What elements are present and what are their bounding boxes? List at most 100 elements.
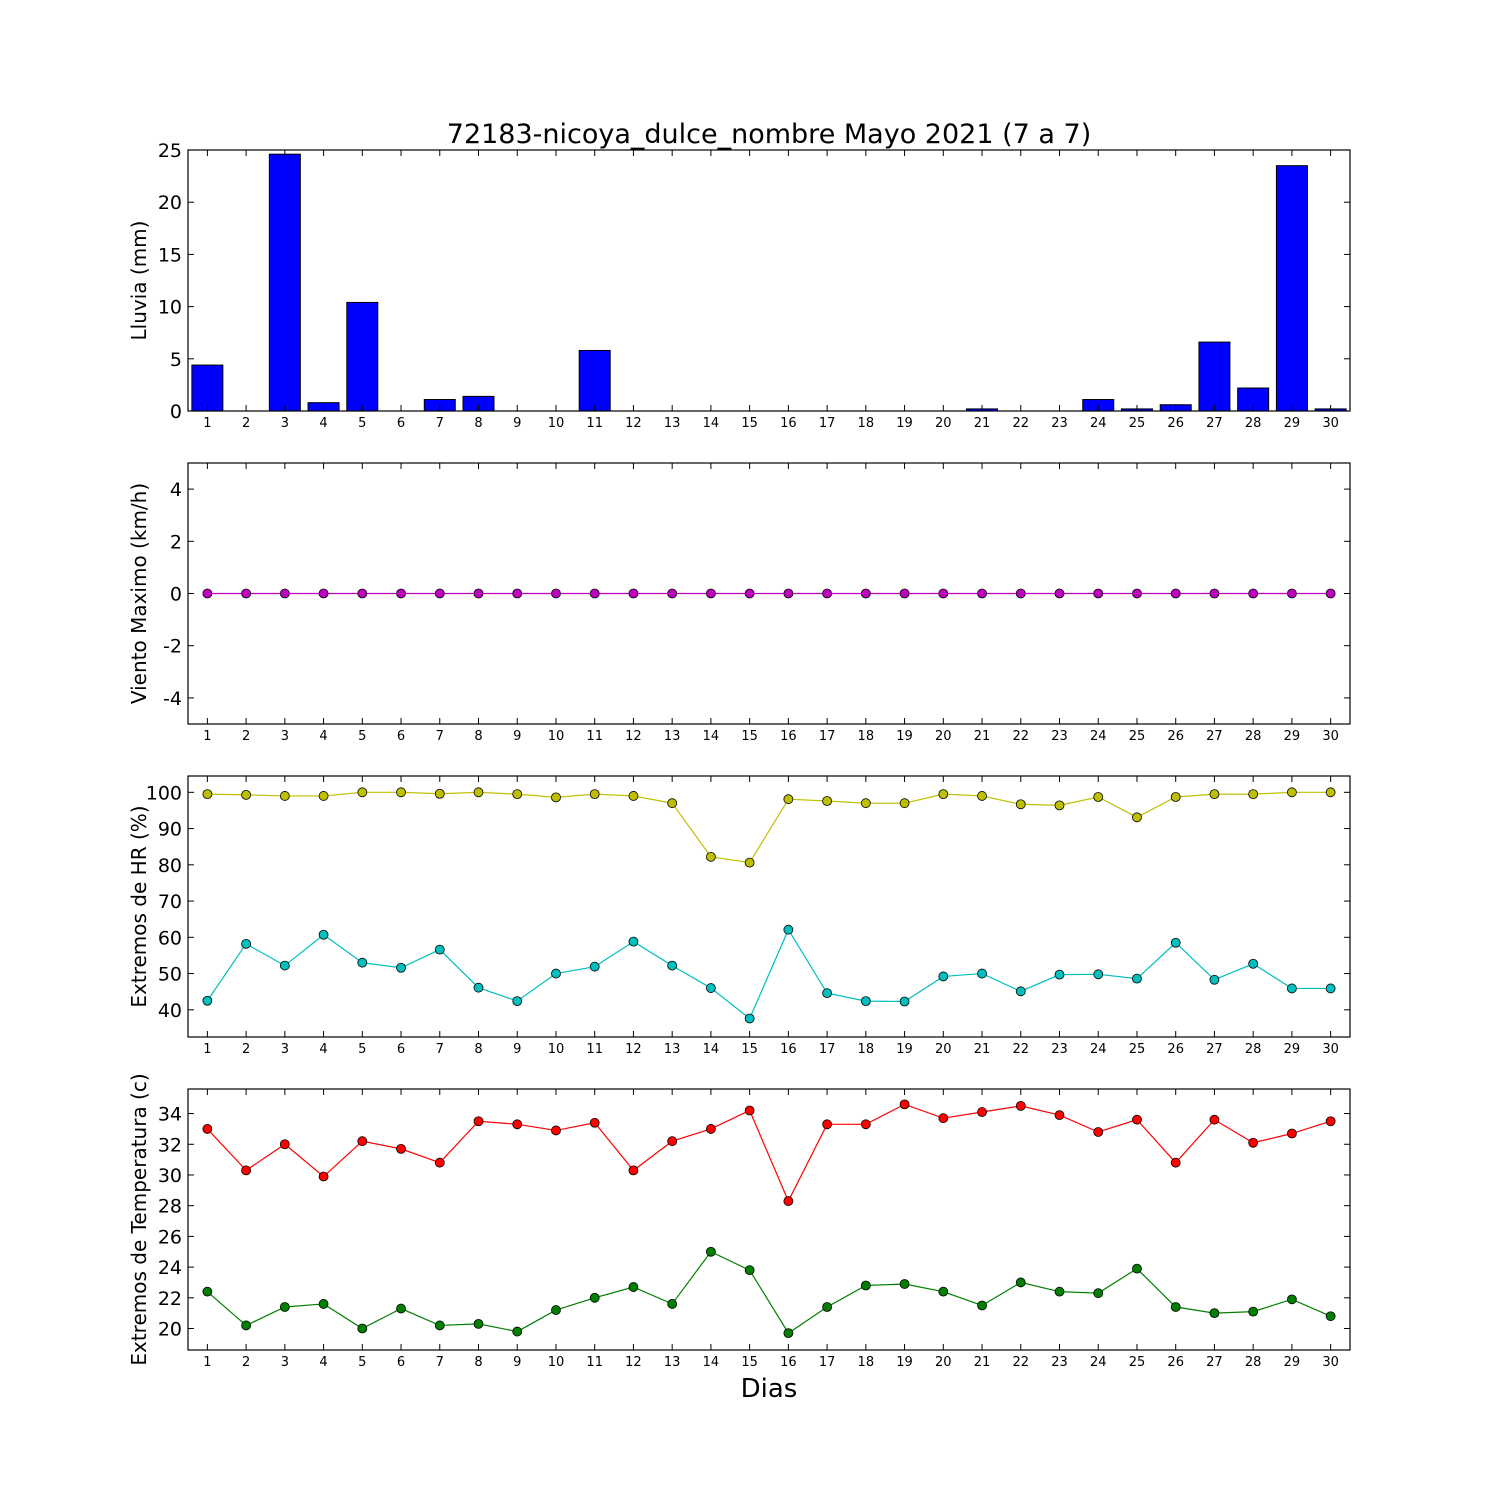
point-s2-day-1 bbox=[202, 1286, 213, 1297]
plot-frame bbox=[187, 1088, 1351, 1351]
x-tick-label: 17 bbox=[819, 1042, 836, 1057]
bar-day-11 bbox=[578, 349, 611, 412]
point-s1-day-9 bbox=[512, 1119, 523, 1130]
x-tick-label: 17 bbox=[819, 416, 836, 431]
x-tick-label: 1 bbox=[203, 416, 211, 431]
point-s1-day-28 bbox=[1248, 588, 1259, 599]
point-s2-day-8 bbox=[473, 1319, 484, 1329]
point-s1-day-21 bbox=[977, 588, 987, 599]
point-s2-day-3 bbox=[279, 960, 290, 971]
point-s1-day-12 bbox=[628, 1165, 639, 1176]
x-tick-label: 25 bbox=[1129, 1042, 1146, 1057]
point-s1-day-9 bbox=[512, 588, 523, 599]
x-tick-label: 21 bbox=[974, 729, 991, 744]
x-tick-label: 23 bbox=[1051, 1355, 1068, 1370]
point-s1-day-27 bbox=[1209, 789, 1220, 800]
point-s1-day-16 bbox=[783, 588, 794, 599]
x-tick-label: 11 bbox=[586, 729, 603, 744]
point-s1-day-17 bbox=[822, 588, 832, 599]
point-s1-day-30 bbox=[1325, 588, 1336, 599]
point-s1-day-25 bbox=[1132, 588, 1142, 599]
point-s1-day-29 bbox=[1287, 588, 1297, 599]
x-tick-label: 15 bbox=[741, 1042, 758, 1057]
y-tick-label: 34 bbox=[158, 1104, 182, 1126]
x-tick-label: 4 bbox=[319, 729, 327, 744]
point-s2-day-14 bbox=[706, 1246, 716, 1257]
y-tick-label: 4 bbox=[170, 479, 182, 501]
x-tick-label: 8 bbox=[474, 729, 482, 744]
point-s1-day-30 bbox=[1325, 1116, 1336, 1127]
x-tick-label: 10 bbox=[548, 416, 565, 431]
point-s1-day-20 bbox=[938, 789, 949, 800]
x-tick-label: 18 bbox=[858, 416, 875, 431]
point-s2-day-7 bbox=[434, 1320, 445, 1331]
point-s1-day-13 bbox=[667, 1136, 678, 1147]
y-tick-label: 32 bbox=[158, 1134, 182, 1156]
x-tick-label: 6 bbox=[397, 1042, 405, 1057]
point-s1-day-6 bbox=[396, 588, 406, 599]
x-tick-label: 9 bbox=[513, 729, 521, 744]
point-s2-day-5 bbox=[357, 957, 368, 968]
x-tick-label: 25 bbox=[1129, 1355, 1146, 1370]
point-s1-day-26 bbox=[1170, 792, 1181, 802]
x-tick-label: 1 bbox=[203, 1042, 211, 1057]
x-axis-label: Dias bbox=[741, 1374, 798, 1404]
bar-day-3 bbox=[268, 153, 301, 412]
point-s2-day-26 bbox=[1170, 1302, 1181, 1312]
point-s1-day-24 bbox=[1093, 1127, 1104, 1137]
point-s1-day-19 bbox=[899, 588, 910, 599]
x-tick-label: 21 bbox=[974, 1355, 991, 1370]
x-tick-label: 2 bbox=[242, 1042, 250, 1057]
x-tick-label: 30 bbox=[1322, 1042, 1339, 1057]
bar-day-5 bbox=[346, 301, 379, 412]
plot-frame bbox=[187, 149, 1351, 412]
point-s1-day-25 bbox=[1132, 812, 1142, 823]
point-s1-day-8 bbox=[473, 588, 484, 599]
x-tick-label: 16 bbox=[780, 416, 797, 431]
y-tick-label: 5 bbox=[170, 349, 182, 371]
point-s2-day-5 bbox=[357, 1323, 368, 1334]
x-tick-label: 25 bbox=[1129, 729, 1146, 744]
x-tick-label: 13 bbox=[664, 1042, 681, 1057]
x-tick-label: 28 bbox=[1245, 1355, 1262, 1370]
bar-day-1 bbox=[191, 364, 224, 412]
y-axis-label: Viento Maximo (km/h) bbox=[127, 483, 151, 704]
point-s2-day-12 bbox=[628, 1282, 639, 1292]
point-s2-day-27 bbox=[1209, 974, 1220, 985]
x-tick-label: 21 bbox=[974, 1042, 991, 1057]
x-tick-label: 2 bbox=[242, 729, 250, 744]
point-s2-day-12 bbox=[628, 936, 639, 947]
y-tick-label: -2 bbox=[163, 636, 182, 658]
point-s1-day-9 bbox=[512, 789, 523, 800]
x-tick-label: 20 bbox=[935, 1042, 952, 1057]
point-s2-day-16 bbox=[783, 1328, 794, 1339]
x-tick-label: 13 bbox=[664, 1355, 681, 1370]
y-tick-label: 40 bbox=[158, 1000, 182, 1022]
point-s1-day-14 bbox=[706, 1124, 716, 1134]
x-tick-label: 29 bbox=[1284, 1042, 1301, 1057]
point-s1-day-19 bbox=[899, 798, 910, 809]
x-tick-label: 19 bbox=[896, 1042, 913, 1057]
x-tick-label: 7 bbox=[436, 1355, 444, 1370]
point-s1-day-1 bbox=[202, 588, 213, 599]
point-s2-day-22 bbox=[1015, 1277, 1026, 1288]
point-s1-day-24 bbox=[1093, 792, 1104, 802]
point-s1-day-17 bbox=[822, 796, 832, 806]
point-s1-day-18 bbox=[860, 798, 871, 809]
y-tick-label: -4 bbox=[163, 688, 182, 710]
x-tick-label: 25 bbox=[1129, 416, 1146, 431]
x-tick-label: 15 bbox=[741, 729, 758, 744]
x-tick-label: 15 bbox=[741, 416, 758, 431]
point-s1-day-15 bbox=[744, 1105, 755, 1116]
y-tick-label: 24 bbox=[158, 1257, 182, 1279]
x-tick-label: 12 bbox=[625, 729, 642, 744]
y-tick-label: 80 bbox=[158, 855, 182, 877]
point-s1-day-2 bbox=[241, 1165, 252, 1176]
point-s1-day-1 bbox=[202, 789, 213, 800]
point-s1-day-26 bbox=[1170, 1157, 1181, 1168]
point-s2-day-4 bbox=[318, 1299, 329, 1309]
point-s1-day-5 bbox=[357, 787, 368, 798]
x-tick-label: 3 bbox=[281, 1042, 289, 1057]
